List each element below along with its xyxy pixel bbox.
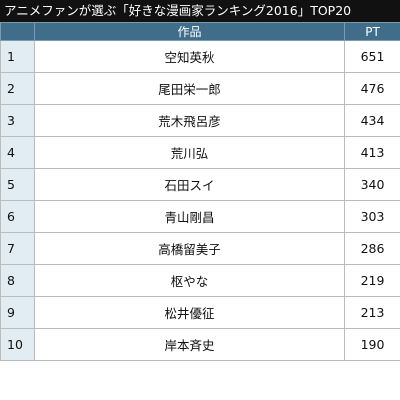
points-cell: 340 bbox=[344, 168, 400, 201]
table-row: 1 空知英秋 651 bbox=[0, 40, 400, 73]
artist-name-cell: 荒川弘 bbox=[34, 136, 345, 169]
rank-cell: 5 bbox=[0, 168, 35, 201]
artist-name-cell: 松井優征 bbox=[34, 296, 345, 329]
page-title: アニメファンが選ぶ「好きな漫画家ランキング2016」TOP20 bbox=[0, 0, 400, 22]
artist-name-cell: 空知英秋 bbox=[34, 40, 345, 73]
rank-cell: 6 bbox=[0, 200, 35, 233]
points-cell: 476 bbox=[344, 72, 400, 105]
rank-cell: 7 bbox=[0, 232, 35, 265]
artist-name-cell: 青山剛昌 bbox=[34, 200, 345, 233]
table-header-row: 作品 PT bbox=[0, 22, 400, 41]
points-cell: 213 bbox=[344, 296, 400, 329]
rank-cell: 9 bbox=[0, 296, 35, 329]
points-cell: 651 bbox=[344, 40, 400, 73]
points-cell: 219 bbox=[344, 264, 400, 297]
artist-name-cell: 荒木飛呂彦 bbox=[34, 104, 345, 137]
artist-name-cell: 高橋留美子 bbox=[34, 232, 345, 265]
rank-cell: 1 bbox=[0, 40, 35, 73]
artist-name-cell: 石田スイ bbox=[34, 168, 345, 201]
ranking-table: 作品 PT 1 空知英秋 651 2 尾田栄一郎 476 3 荒木飛呂彦 434… bbox=[0, 22, 400, 361]
table-row: 3 荒木飛呂彦 434 bbox=[0, 104, 400, 137]
artist-name-cell: 枢やな bbox=[34, 264, 345, 297]
rank-cell: 4 bbox=[0, 136, 35, 169]
table-row: 5 石田スイ 340 bbox=[0, 168, 400, 201]
table-row: 4 荒川弘 413 bbox=[0, 136, 400, 169]
table-row: 2 尾田栄一郎 476 bbox=[0, 72, 400, 105]
points-cell: 413 bbox=[344, 136, 400, 169]
points-cell: 303 bbox=[344, 200, 400, 233]
rank-cell: 2 bbox=[0, 72, 35, 105]
points-cell: 434 bbox=[344, 104, 400, 137]
rank-cell: 10 bbox=[0, 328, 35, 361]
table-row: 9 松井優征 213 bbox=[0, 296, 400, 329]
artist-name-cell: 尾田栄一郎 bbox=[34, 72, 345, 105]
header-work: 作品 bbox=[34, 22, 345, 41]
rank-cell: 8 bbox=[0, 264, 35, 297]
table-row: 8 枢やな 219 bbox=[0, 264, 400, 297]
rank-cell: 3 bbox=[0, 104, 35, 137]
artist-name-cell: 岸本斉史 bbox=[34, 328, 345, 361]
table-row: 7 高橋留美子 286 bbox=[0, 232, 400, 265]
points-cell: 190 bbox=[344, 328, 400, 361]
header-pt: PT bbox=[344, 22, 400, 41]
table-row: 6 青山剛昌 303 bbox=[0, 200, 400, 233]
points-cell: 286 bbox=[344, 232, 400, 265]
header-rank bbox=[0, 22, 35, 41]
table-row: 10 岸本斉史 190 bbox=[0, 328, 400, 361]
